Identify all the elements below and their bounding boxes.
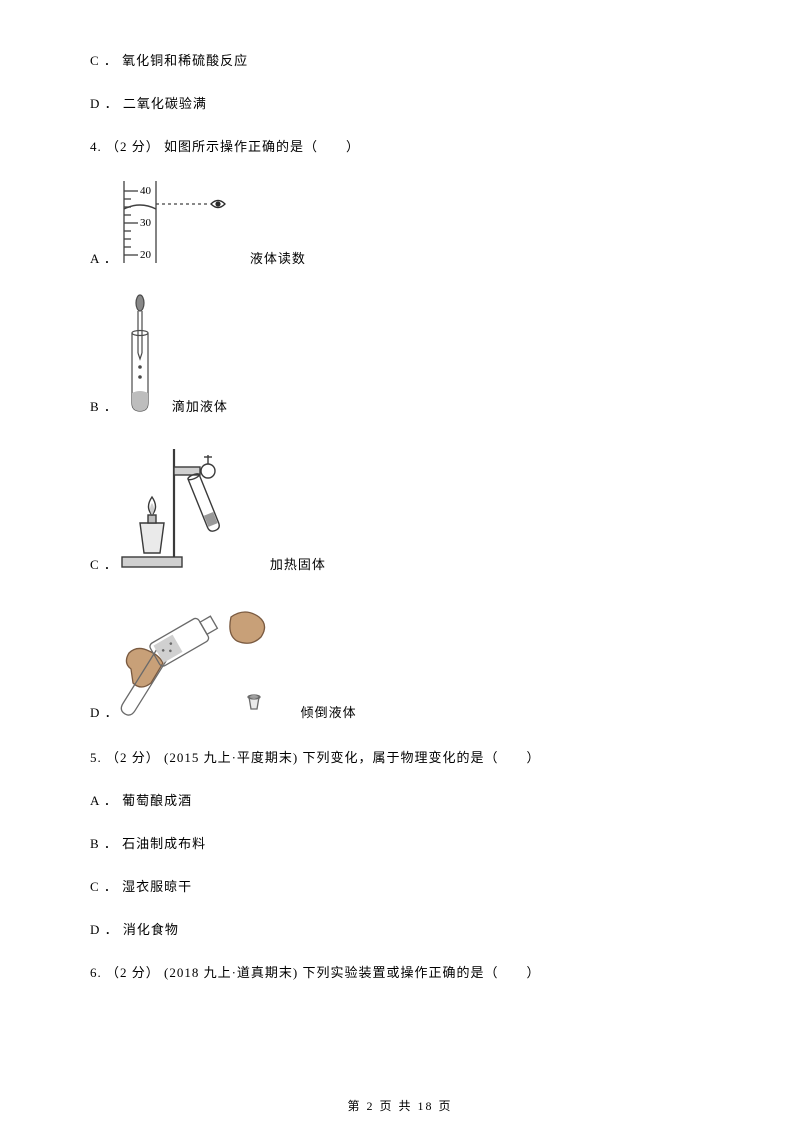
q4-stem: 4. （2 分） 如图所示操作正确的是（ ） — [90, 136, 710, 155]
q5-option-a: A ． 葡萄酿成酒 — [90, 790, 710, 809]
heating-solid-icon — [118, 441, 248, 575]
q5-option-c: C ． 湿衣服晾干 — [90, 876, 710, 895]
option-caption: 滴加液体 — [172, 396, 228, 417]
page-footer: 第 2 页 共 18 页 — [0, 1097, 800, 1114]
option-caption: 倾倒液体 — [301, 702, 357, 723]
prev-option-d: D ． 二氧化碳验满 — [90, 93, 710, 112]
pouring-liquid-icon — [119, 599, 279, 723]
q5-stem: 5. （2 分） (2015 九上·平度期末) 下列变化，属于物理变化的是（ ） — [90, 747, 710, 766]
q5-option-d: D ． 消化食物 — [90, 919, 710, 938]
q6-stem: 6. （2 分） (2018 九上·道真期末) 下列实验装置或操作正确的是（ ） — [90, 962, 710, 981]
option-caption: 液体读数 — [250, 248, 306, 269]
prev-option-c: C ． 氧化铜和稀硫酸反应 — [90, 50, 710, 69]
option-label: A ． — [90, 248, 118, 269]
option-caption: 加热固体 — [270, 554, 326, 575]
q4-option-b: B ． 滴加液体 — [90, 293, 710, 417]
option-label: C ． — [90, 554, 118, 575]
dropper-icon — [118, 293, 168, 417]
option-label: D ． — [90, 702, 119, 723]
q5-option-b: B ． 石油制成布料 — [90, 833, 710, 852]
graduated-cylinder-icon: 40 30 20 — [118, 179, 228, 269]
svg-text:30: 30 — [140, 217, 152, 229]
q4-option-d: D ． — [90, 599, 710, 723]
q4-option-a: A ． 40 30 — [90, 179, 710, 269]
svg-text:40: 40 — [140, 185, 152, 197]
q4-option-c: C ． — [90, 441, 710, 575]
svg-text:20: 20 — [140, 249, 152, 261]
option-label: B ． — [90, 396, 118, 417]
